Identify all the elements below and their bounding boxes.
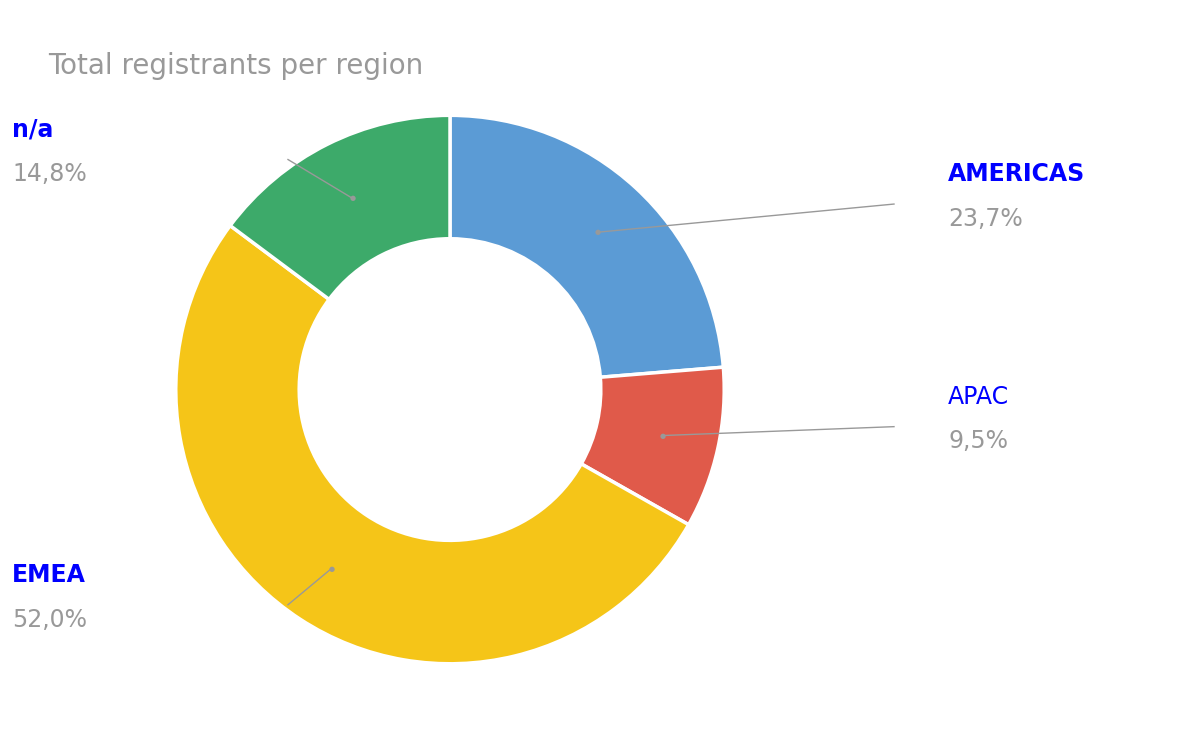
Text: ●: ● bbox=[594, 229, 600, 235]
Text: 52,0%: 52,0% bbox=[12, 608, 88, 631]
Wedge shape bbox=[450, 115, 724, 377]
Text: ●: ● bbox=[659, 433, 665, 439]
Text: APAC: APAC bbox=[948, 385, 1009, 409]
Text: AMERICAS: AMERICAS bbox=[948, 162, 1085, 186]
Text: ●: ● bbox=[349, 195, 355, 201]
Text: n/a: n/a bbox=[12, 118, 53, 142]
Wedge shape bbox=[175, 226, 689, 664]
Text: Total registrants per region: Total registrants per region bbox=[48, 52, 424, 80]
Wedge shape bbox=[230, 115, 450, 299]
Text: 23,7%: 23,7% bbox=[948, 207, 1022, 231]
Text: 9,5%: 9,5% bbox=[948, 430, 1008, 453]
Text: ●: ● bbox=[329, 565, 335, 571]
Text: EMEA: EMEA bbox=[12, 563, 86, 587]
Wedge shape bbox=[581, 367, 725, 525]
Text: 14,8%: 14,8% bbox=[12, 162, 86, 186]
